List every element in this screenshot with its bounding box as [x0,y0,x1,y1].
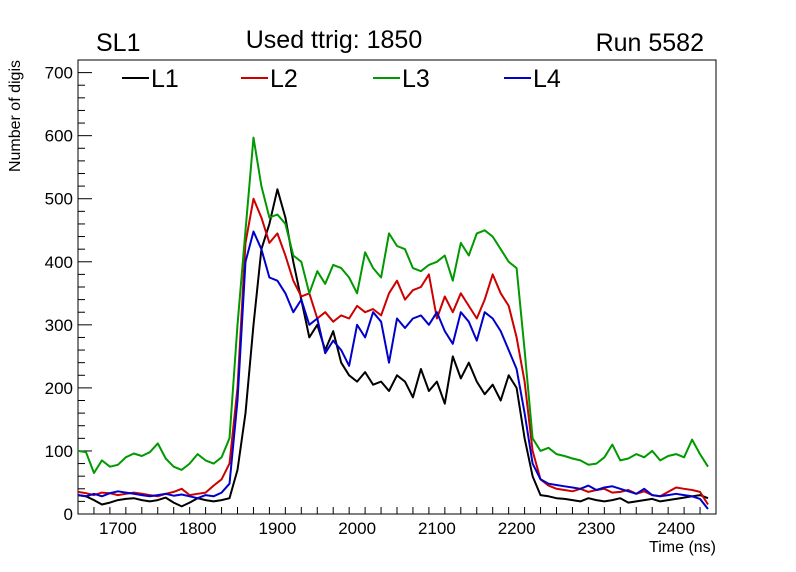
x-tick-label: 2300 [577,519,615,538]
y-tick-label: 400 [45,253,73,272]
run-label: Run 5582 [596,29,704,57]
legend-label-l4: L4 [533,65,561,93]
y-tick-label: 700 [45,64,73,83]
y-tick-label: 600 [45,127,73,146]
y-tick-label: 0 [64,505,73,524]
x-tick-label: 2100 [418,519,456,538]
y-tick-label: 200 [45,379,73,398]
x-tick-label: 1800 [179,519,217,538]
legend-label-l2: L2 [270,65,298,93]
chart-title: Used ttrig: 1850 [246,26,423,54]
series-line-l4 [77,230,709,510]
series-line-l1 [77,188,709,508]
legend-label-l1: L1 [151,65,179,93]
series-line-l3 [77,136,709,474]
legend-label-l3: L3 [402,65,430,93]
x-tick-label: 1700 [99,519,137,538]
y-tick-label: 300 [45,316,73,335]
sl-label: SL1 [96,29,140,57]
x-axis-label: Time (ns) [649,539,716,556]
y-tick-label: 100 [45,442,73,461]
x-tick-label: 2200 [498,519,536,538]
x-tick-label: 2000 [338,519,376,538]
y-tick-label: 500 [45,190,73,209]
y-axis-label: Number of digis [7,60,24,172]
series-line-l2 [77,197,709,506]
x-tick-label: 1900 [258,519,296,538]
x-tick-label: 2400 [657,519,695,538]
